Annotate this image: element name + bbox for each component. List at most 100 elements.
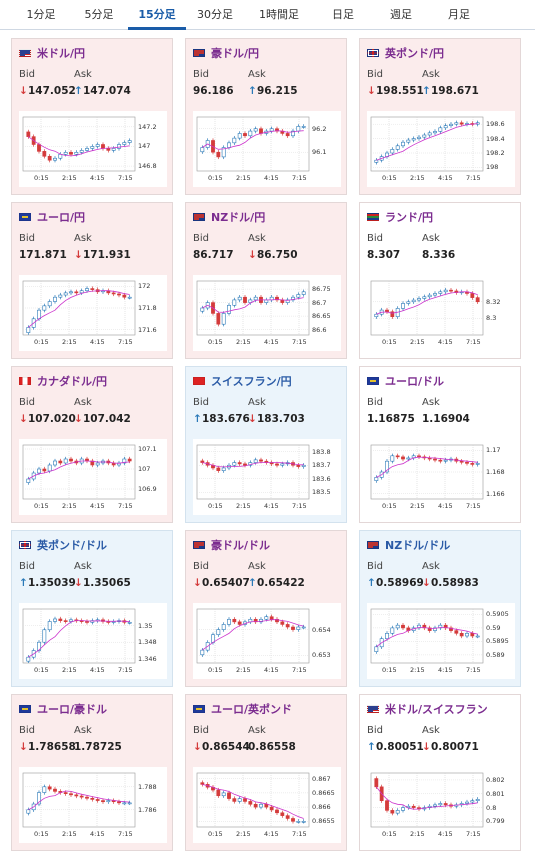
pair-name[interactable]: 英ポンド/ドル (37, 539, 108, 552)
pair-name[interactable]: 米ドル/円 (37, 47, 86, 60)
rate-card[interactable]: スイスフラン/円 Bid Ask ↑183.676 ↓183.703 183.8 183.7… (185, 366, 347, 523)
pair-title[interactable]: NZドル/円 (193, 210, 265, 224)
pair-title[interactable]: ランド/円 (367, 210, 433, 224)
rate-card[interactable]: ユーロ/英ポンド Bid Ask ↓0.86544 0.86558 0.867 0.8665… (185, 694, 347, 851)
price-chart[interactable]: 147.2 147 146.8 0:15 2:15 4:15 7:15 (19, 111, 167, 187)
pair-name[interactable]: NZドル/円 (211, 211, 266, 224)
y-tick-label: 86.65 (312, 312, 331, 321)
rate-card[interactable]: 米ドル/スイスフラン Bid Ask ↑0.80051 ↓0.80071 0.802 0.8… (359, 694, 521, 851)
ask-label: Ask (248, 725, 266, 736)
y-tick-label: 0.8655 (312, 817, 335, 826)
price-chart[interactable]: 107.1 107 106.9 0:15 2:15 4:15 7:15 (19, 439, 167, 515)
ask-value: 1.78725 (74, 741, 122, 753)
pair-name[interactable]: 豪ドル/円 (211, 47, 260, 60)
pair-title[interactable]: 豪ドル/ドル (193, 538, 270, 552)
rate-card[interactable]: 米ドル/円 Bid Ask ↓147.052 ↑147.074 147.2 147 146.8… (11, 38, 173, 195)
plot-frame (22, 608, 136, 664)
x-tick-label: 0:15 (382, 666, 397, 674)
x-tick-label: 2:15 (62, 502, 77, 510)
pair-name[interactable]: ユーロ/豪ドル (37, 703, 108, 716)
pair-title[interactable]: カナダドル/円 (19, 374, 107, 388)
rate-card[interactable]: 豪ドル/ドル Bid Ask ↓0.65407 ↑0.65422 0.654 0.653 0:… (185, 530, 347, 687)
arrow-down-icon: ↓ (193, 577, 202, 589)
y-tick-label: 0.589 (486, 650, 505, 659)
bid-value: ↑1.35039 (19, 577, 76, 589)
tab-7[interactable]: 月足 (448, 8, 470, 21)
price-chart[interactable]: 96.2 96.1 0:15 2:15 4:15 7:15 (193, 111, 341, 187)
candle (296, 126, 301, 132)
pair-title[interactable]: スイスフラン/円 (193, 374, 292, 388)
price-chart[interactable]: 0.5905 0.59 0.5895 0.589 0:15 2:15 4:15 7:15 (367, 603, 515, 679)
candle (243, 798, 247, 802)
candle (63, 458, 68, 464)
price-chart[interactable]: 198.6 198.4 198.2 198 0:15 2:15 4:15 7:15 (367, 111, 515, 187)
price-chart[interactable]: 183.8 183.7 183.6 183.5 0:15 2:15 4:15 7:15 (193, 439, 341, 515)
pair-title[interactable]: ユーロ/英ポンド (193, 702, 292, 716)
rate-card[interactable]: カナダドル/円 Bid Ask ↓107.020 ↓107.042 107.1 107 106… (11, 366, 173, 523)
bid-label: Bid (19, 397, 35, 408)
candle (475, 297, 480, 303)
pair-name[interactable]: ユーロ/円 (37, 211, 86, 224)
rate-card[interactable]: NZドル/ドル Bid Ask ↑0.58969 ↓0.58983 0.5905 0.59 0… (359, 530, 521, 687)
pair-name[interactable]: スイスフラン/円 (211, 375, 292, 388)
pair-name[interactable]: ユーロ/英ポンド (211, 703, 293, 716)
price-chart[interactable]: 0.654 0.653 0:15 2:15 4:15 7:15 (193, 603, 341, 679)
bid-price: 96.186 (193, 85, 234, 97)
pair-title[interactable]: ユーロ/ドル (367, 374, 444, 388)
candle (470, 293, 475, 298)
pair-title[interactable]: 米ドル/円 (19, 46, 85, 60)
us-flag-icon (19, 49, 31, 57)
price-chart[interactable]: 1.17 1.168 1.166 0:15 2:15 4:15 7:15 (367, 439, 515, 515)
pair-name[interactable]: カナダドル/円 (37, 375, 108, 388)
rate-card[interactable]: ランド/円 Bid Ask 8.307 8.336 8.32 8.3 0:15 2:15 4:15… (359, 202, 521, 359)
y-tick-label: 0.867 (312, 774, 331, 783)
price-chart[interactable]: 86.75 86.7 86.65 86.6 0:15 2:15 4:15 7:15 (193, 275, 341, 351)
pair-title[interactable]: 豪ドル/円 (193, 46, 259, 60)
rate-card[interactable]: NZドル/円 Bid Ask 86.717 ↓86.750 86.75 86.7 86.65 8… (185, 202, 347, 359)
tab-3[interactable]: 30分足 (197, 8, 233, 21)
moving-average-line (202, 297, 304, 313)
price-chart[interactable]: 0.867 0.8665 0.866 0.8655 0:15 2:15 4:15 7:15 (193, 767, 341, 843)
price-chart[interactable]: 172 171.8 171.6 0:15 2:15 4:15 7:15 (19, 275, 167, 351)
ask-value: ↑96.215 (248, 85, 298, 97)
pair-name[interactable]: 豪ドル/ドル (211, 539, 271, 552)
ask-label: Ask (422, 725, 440, 736)
pair-title[interactable]: NZドル/ドル (367, 538, 450, 552)
candle (374, 159, 379, 163)
tab-6[interactable]: 週足 (390, 8, 412, 21)
pair-title[interactable]: 英ポンド/円 (367, 46, 444, 60)
pair-title[interactable]: 米ドル/スイスフラン (367, 702, 488, 716)
pair-title[interactable]: 英ポンド/ドル (19, 538, 107, 552)
pair-title[interactable]: ユーロ/豪ドル (19, 702, 107, 716)
candle (401, 141, 405, 147)
tab-1[interactable]: 5分足 (84, 8, 114, 21)
x-tick-label: 4:15 (438, 502, 453, 510)
pair-name[interactable]: 英ポンド/円 (385, 47, 445, 60)
tab-0[interactable]: 1分足 (26, 8, 56, 21)
pair-name[interactable]: ランド/円 (385, 211, 434, 224)
rate-card[interactable]: ユーロ/円 Bid Ask 171.871 ↓171.931 172 171.8 171.6 0… (11, 202, 173, 359)
rate-card[interactable]: 豪ドル/円 Bid Ask 96.186 ↑96.215 96.2 96.1 0:15 2:15… (185, 38, 347, 195)
rate-card[interactable]: ユーロ/ドル Bid Ask 1.16875 1.16904 1.17 1.168 1.166… (359, 366, 521, 523)
price-chart[interactable]: 1.788 1.786 0:15 2:15 4:15 7:15 (19, 767, 167, 843)
pair-name[interactable]: 米ドル/スイスフラン (385, 703, 488, 716)
price-chart[interactable]: 8.32 8.3 0:15 2:15 4:15 7:15 (367, 275, 515, 351)
y-tick-label: 86.75 (312, 285, 331, 294)
rate-card[interactable]: 英ポンド/ドル Bid Ask ↑1.35039 ↓1.35065 1.35 1.348 1.… (11, 530, 173, 687)
tab-5[interactable]: 日足 (332, 8, 354, 21)
pair-name[interactable]: NZドル/ドル (385, 539, 451, 552)
tab-2[interactable]: 15分足 (128, 0, 186, 30)
price-chart[interactable]: 0.802 0.801 0.8 0.799 0:15 2:15 4:15 7:15 (367, 767, 515, 843)
candle (459, 122, 464, 125)
pair-title[interactable]: ユーロ/円 (19, 210, 85, 224)
tab-4[interactable]: 1時間足 (259, 8, 299, 21)
pair-name[interactable]: ユーロ/ドル (385, 375, 445, 388)
candle (438, 459, 443, 462)
candle (475, 463, 480, 465)
ask-label: Ask (422, 233, 440, 244)
rate-card[interactable]: ユーロ/豪ドル Bid Ask ↓1.78658 1.78725 1.788 1.786 0:… (11, 694, 173, 851)
candle (395, 455, 400, 458)
rate-card[interactable]: 英ポンド/円 Bid Ask ↓198.551 ↑198.671 198.6 198.4 19… (359, 38, 521, 195)
price-chart[interactable]: 1.35 1.348 1.346 0:15 2:15 4:15 7:15 (19, 603, 167, 679)
x-tick-label: 7:15 (118, 502, 133, 510)
